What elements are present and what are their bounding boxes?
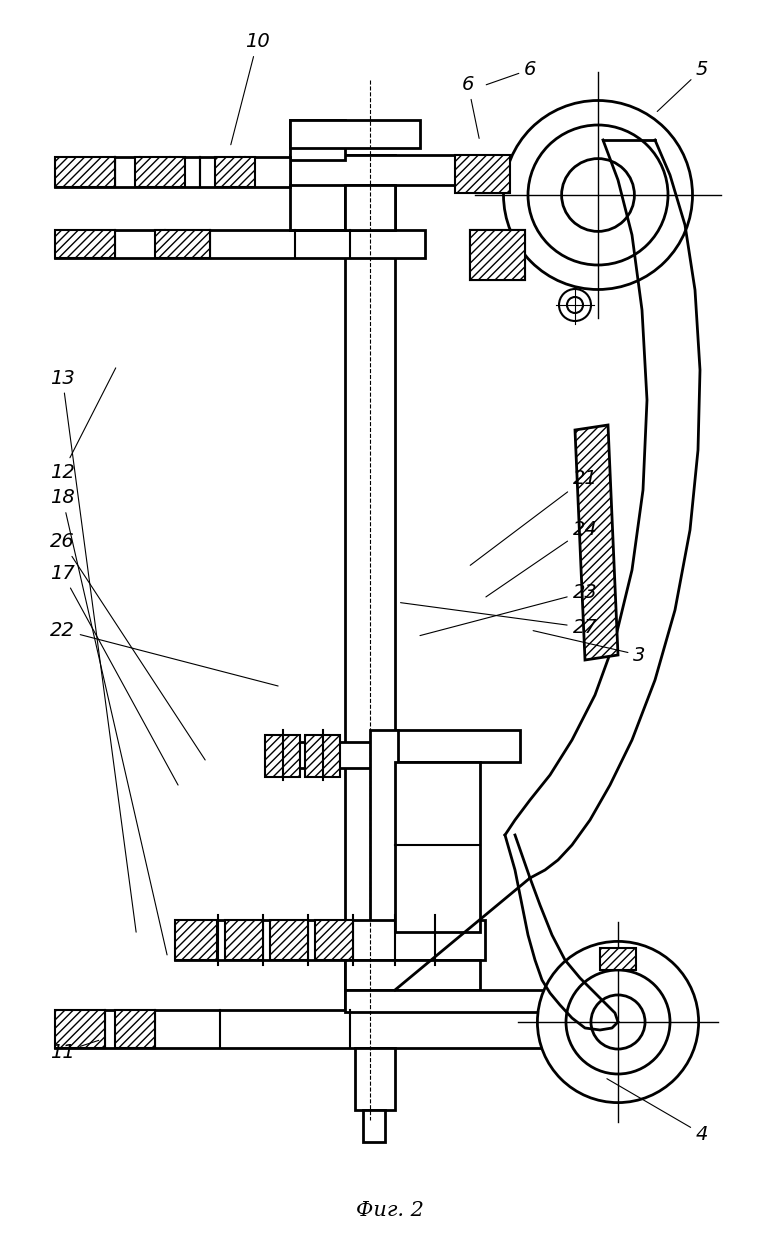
- Bar: [55, 1011, 570, 1048]
- Text: 21: 21: [470, 469, 597, 566]
- Text: 10: 10: [231, 32, 270, 145]
- Bar: [225, 920, 263, 960]
- Bar: [290, 120, 420, 147]
- Bar: [290, 120, 345, 160]
- Text: 24: 24: [486, 519, 597, 597]
- Bar: [55, 231, 115, 258]
- Bar: [395, 730, 520, 762]
- Circle shape: [504, 101, 693, 290]
- Text: 26: 26: [50, 532, 205, 760]
- Bar: [215, 158, 255, 186]
- Text: 4: 4: [607, 1079, 708, 1144]
- Bar: [265, 735, 300, 777]
- Bar: [135, 158, 185, 186]
- Bar: [55, 231, 425, 258]
- Circle shape: [567, 297, 583, 312]
- Bar: [265, 742, 395, 769]
- Bar: [290, 155, 510, 185]
- Bar: [55, 158, 290, 186]
- Circle shape: [559, 289, 591, 321]
- Bar: [345, 155, 395, 1045]
- Bar: [345, 960, 480, 990]
- Text: 6: 6: [486, 59, 537, 84]
- Bar: [305, 735, 340, 777]
- Bar: [600, 948, 636, 970]
- Bar: [155, 231, 210, 258]
- Text: 13: 13: [50, 368, 136, 932]
- Bar: [315, 920, 353, 960]
- Bar: [395, 762, 480, 932]
- Text: 27: 27: [401, 602, 597, 638]
- Bar: [345, 185, 395, 231]
- Bar: [55, 158, 115, 186]
- Text: 22: 22: [50, 620, 278, 685]
- Bar: [270, 920, 308, 960]
- Text: 5: 5: [658, 59, 708, 111]
- Circle shape: [591, 995, 645, 1050]
- Bar: [345, 990, 570, 1012]
- Text: 11: 11: [50, 1041, 99, 1062]
- Text: 6: 6: [462, 74, 479, 139]
- Text: 23: 23: [420, 582, 597, 635]
- Circle shape: [528, 125, 668, 265]
- Polygon shape: [575, 425, 618, 660]
- Bar: [175, 920, 485, 960]
- Bar: [175, 920, 217, 960]
- Bar: [363, 1110, 385, 1142]
- Text: 17: 17: [50, 563, 178, 785]
- Circle shape: [537, 941, 699, 1102]
- Text: 3: 3: [533, 630, 646, 665]
- Bar: [115, 1011, 155, 1048]
- Circle shape: [562, 159, 634, 232]
- Circle shape: [566, 970, 670, 1074]
- Bar: [355, 1048, 395, 1110]
- Bar: [455, 155, 510, 193]
- Text: 18: 18: [50, 488, 167, 955]
- Bar: [55, 1011, 105, 1048]
- Bar: [470, 231, 525, 280]
- Bar: [470, 231, 525, 280]
- Bar: [370, 730, 398, 930]
- Text: Фиг. 2: Фиг. 2: [356, 1201, 424, 1220]
- Text: 12: 12: [50, 368, 115, 483]
